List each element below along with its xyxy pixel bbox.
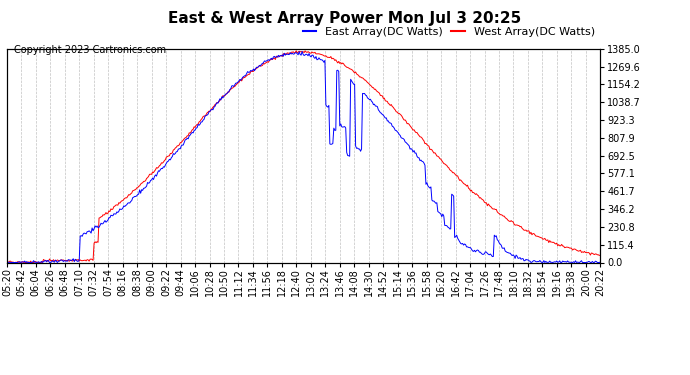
Legend: East Array(DC Watts), West Array(DC Watts): East Array(DC Watts), West Array(DC Watt… bbox=[302, 27, 595, 36]
Text: Copyright 2023 Cartronics.com: Copyright 2023 Cartronics.com bbox=[14, 45, 166, 55]
Text: East & West Array Power Mon Jul 3 20:25: East & West Array Power Mon Jul 3 20:25 bbox=[168, 11, 522, 26]
